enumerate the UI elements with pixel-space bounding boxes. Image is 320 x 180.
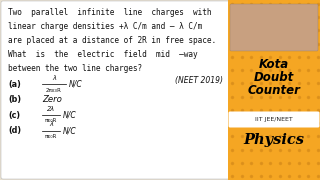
Text: N/C: N/C (69, 80, 83, 89)
Text: are placed at a distance of 2R in free space.: are placed at a distance of 2R in free s… (8, 36, 216, 45)
Text: N/C: N/C (63, 111, 77, 120)
Text: λ: λ (49, 122, 53, 127)
FancyBboxPatch shape (228, 111, 319, 127)
Text: (d): (d) (8, 127, 21, 136)
Text: 2πε₀R: 2πε₀R (46, 87, 62, 93)
Text: linear charge densities +λ C/m and – λ C/m: linear charge densities +λ C/m and – λ C… (8, 22, 202, 31)
Text: πε₀R: πε₀R (45, 134, 57, 140)
Text: (NEET 2019): (NEET 2019) (175, 76, 223, 85)
Text: between the two line charges?: between the two line charges? (8, 64, 142, 73)
Bar (228, 0, 320, 180)
Text: (c): (c) (8, 111, 20, 120)
Text: λ: λ (52, 75, 56, 80)
FancyBboxPatch shape (1, 1, 230, 179)
Text: N/C: N/C (63, 127, 77, 136)
Text: Counter: Counter (248, 84, 300, 96)
Text: (b): (b) (8, 94, 21, 103)
FancyBboxPatch shape (230, 4, 318, 51)
Text: 2λ: 2λ (47, 105, 55, 111)
Text: Physics: Physics (244, 133, 305, 147)
Text: Doubt: Doubt (254, 71, 294, 84)
Text: What  is  the  electric  field  mid  –way: What is the electric field mid –way (8, 50, 198, 59)
Text: Kota: Kota (259, 57, 289, 71)
Text: (a): (a) (8, 80, 21, 89)
Text: Zero: Zero (42, 94, 62, 103)
Text: IIT JEE/NEET: IIT JEE/NEET (255, 117, 293, 122)
Text: πε₀R: πε₀R (45, 118, 57, 123)
Text: Two  parallel  infinite  line  charges  with: Two parallel infinite line charges with (8, 8, 212, 17)
